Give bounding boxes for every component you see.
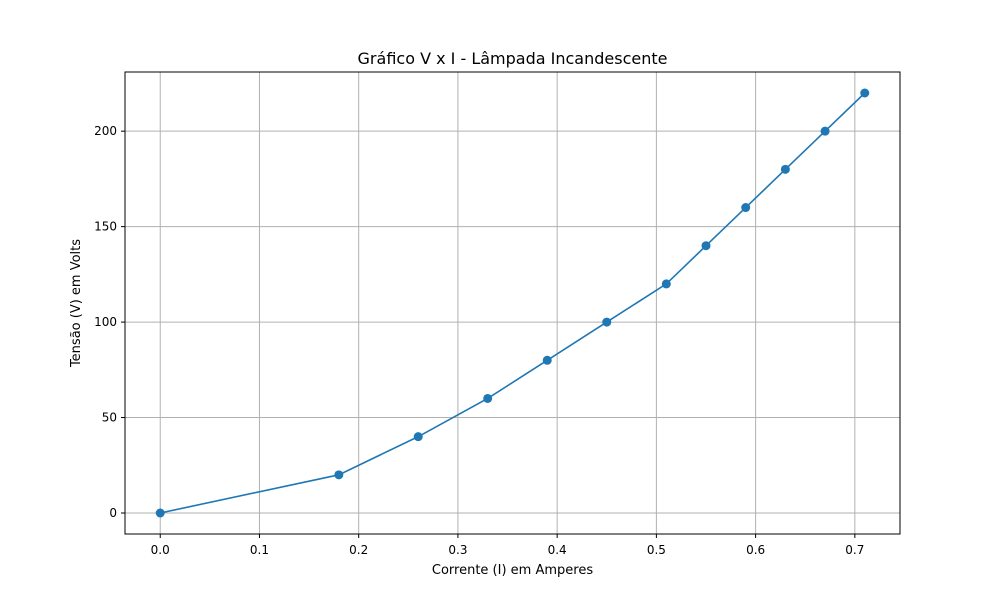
- y-tick-label: 200: [94, 124, 117, 138]
- x-tick-label: 0.7: [845, 543, 864, 557]
- data-point: [780, 164, 790, 174]
- chart-title: Gráfico V x I - Lâmpada Incandescente: [358, 49, 668, 68]
- x-tick-label: 0.6: [746, 543, 765, 557]
- data-point: [741, 203, 751, 213]
- y-tick-label: 0: [109, 506, 117, 520]
- x-axis-label: Corrente (I) em Amperes: [432, 563, 593, 578]
- data-point: [483, 393, 493, 403]
- data-series: [155, 88, 870, 518]
- data-point: [334, 470, 344, 480]
- axis-ticks: 0.0 0.1 0.2 0.3 0.4 0.5 0.6 0.7 0 50 100 150 200: [94, 124, 864, 557]
- data-point: [602, 317, 612, 327]
- data-point: [661, 279, 671, 289]
- data-point: [542, 355, 552, 365]
- x-tick-label: 0.3: [448, 543, 467, 557]
- y-tick-label: 50: [102, 411, 117, 425]
- data-point: [820, 126, 830, 136]
- y-axis-label: Tensão (V) em Volts: [69, 239, 84, 368]
- data-point: [155, 508, 165, 518]
- x-tick-label: 0.0: [151, 543, 170, 557]
- y-tick-label: 100: [94, 315, 117, 329]
- x-tick-label: 0.5: [647, 543, 666, 557]
- grid: [125, 72, 900, 534]
- x-tick-label: 0.1: [250, 543, 269, 557]
- data-point: [701, 241, 711, 251]
- data-point: [413, 432, 423, 442]
- x-tick-label: 0.2: [349, 543, 368, 557]
- plot-frame: [124, 71, 901, 535]
- series-line: [160, 92, 866, 514]
- y-tick-label: 150: [94, 220, 117, 234]
- data-point: [860, 88, 870, 98]
- x-tick-label: 0.4: [548, 543, 567, 557]
